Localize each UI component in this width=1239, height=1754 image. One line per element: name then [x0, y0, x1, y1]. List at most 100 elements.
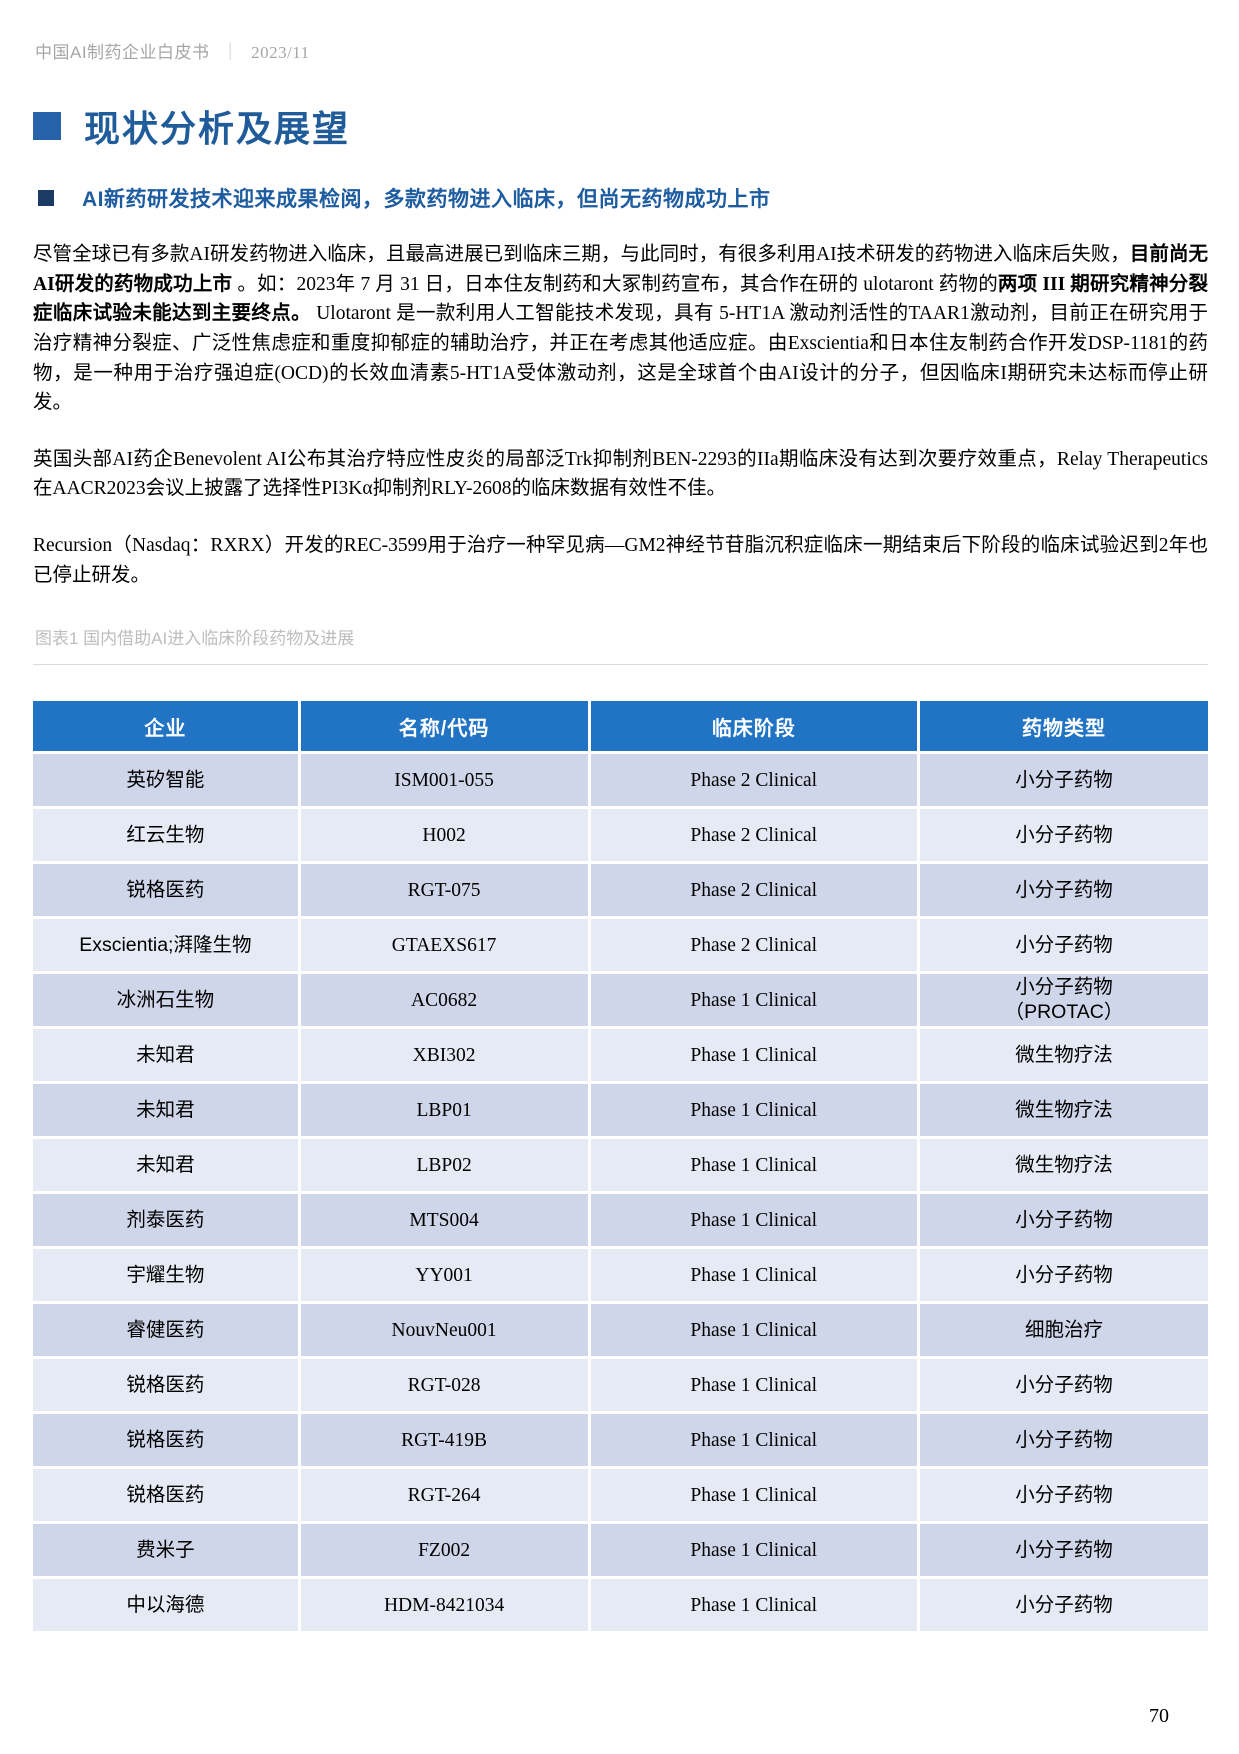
- phase-cell: Phase 1 Clinical: [590, 1249, 917, 1302]
- type-cell: 细胞治疗: [919, 1304, 1208, 1357]
- phase-cell: Phase 1 Clinical: [590, 1359, 917, 1412]
- text-segment: 英国头部AI药企Benevolent AI公布其治疗特应性皮炎的局部泛Trk抑制…: [33, 448, 1208, 500]
- paragraph: Recursion（Nasdaq：RXRX）开发的REC-3599用于治疗一种罕…: [33, 531, 1208, 590]
- code-cell: GTAEXS617: [300, 919, 588, 972]
- text-segment: Ulotaront 是一款利用人工智能技术发现，具有 5-HT1A 激动剂活性的…: [33, 303, 1208, 414]
- company-cell: 锐格医药: [33, 1469, 298, 1522]
- clinical-drugs-table: 企业 名称/代码 临床阶段 药物类型 英矽智能 ISM001-055 Phase 2 Cl…: [30, 698, 1211, 1634]
- table-row: 中以海德 HDM-8421034 Phase 1 Clinical 小分子药物: [33, 1579, 1208, 1632]
- table-row: 未知君 XBI302 Phase 1 Clinical 微生物疗法: [33, 1029, 1208, 1082]
- sub-heading: AI新药研发技术迎来成果检阅，多款药物进入临床，但尚无药物成功上市: [82, 188, 771, 211]
- company-cell: 睿健医药: [33, 1304, 298, 1357]
- code-cell: RGT-028: [300, 1359, 588, 1412]
- code-cell: YY001: [300, 1249, 588, 1302]
- table-row: 未知君 LBP02 Phase 1 Clinical 微生物疗法: [33, 1139, 1208, 1192]
- table-row: 睿健医药 NouvNeu001 Phase 1 Clinical 细胞治疗: [33, 1304, 1208, 1357]
- phase-cell: Phase 1 Clinical: [590, 1084, 917, 1137]
- title-square-icon: [33, 112, 61, 140]
- phase-cell: Phase 2 Clinical: [590, 809, 917, 862]
- company-cell: 未知君: [33, 1029, 298, 1082]
- table-row: 锐格医药 RGT-264 Phase 1 Clinical 小分子药物: [33, 1469, 1208, 1522]
- phase-cell: Phase 1 Clinical: [590, 1469, 917, 1522]
- column-header-code: 名称/代码: [300, 701, 588, 752]
- type-cell: 小分子药物: [919, 1194, 1208, 1247]
- text-segment: Recursion（Nasdaq：RXRX）开发的REC-3599用于治疗一种罕…: [33, 535, 1208, 586]
- phase-cell: Phase 1 Clinical: [590, 1579, 917, 1632]
- company-cell: 英矽智能: [33, 754, 298, 807]
- code-cell: LBP02: [300, 1139, 588, 1192]
- paragraph: 英国头部AI药企Benevolent AI公布其治疗特应性皮炎的局部泛Trk抑制…: [33, 445, 1208, 504]
- sub-heading-square-icon: [38, 190, 54, 206]
- company-cell: 费米子: [33, 1524, 298, 1577]
- type-cell: 微生物疗法: [919, 1139, 1208, 1192]
- phase-cell: Phase 2 Clinical: [590, 919, 917, 972]
- phase-cell: Phase 1 Clinical: [590, 1304, 917, 1357]
- bold-text-segment: 两项 III 期研究精神分裂症临床试验未能达到主要终点。: [33, 273, 1208, 325]
- column-header-company: 企业: [33, 701, 298, 752]
- type-cell: 微生物疗法: [919, 1029, 1208, 1082]
- type-cell: 小分子药物: [919, 1524, 1208, 1577]
- text-segment: 。如：2023年 7 月 31 日，日本住友制药和大冢制药宣布，其合作在研的 u…: [232, 273, 998, 295]
- section-title-row: 现状分析及展望: [33, 100, 1239, 152]
- page-number: 70: [1149, 1705, 1169, 1727]
- table-row: 剂泰医药 MTS004 Phase 1 Clinical 小分子药物: [33, 1194, 1208, 1247]
- table-row: 锐格医药 RGT-028 Phase 1 Clinical 小分子药物: [33, 1359, 1208, 1412]
- company-cell: 冰洲石生物: [33, 974, 298, 1027]
- company-cell: 红云生物: [33, 809, 298, 862]
- code-cell: ISM001-055: [300, 754, 588, 807]
- table-row: Exscientia;湃隆生物 GTAEXS617 Phase 2 Clinical…: [33, 919, 1208, 972]
- company-cell: 锐格医药: [33, 1414, 298, 1467]
- code-cell: FZ002: [300, 1524, 588, 1577]
- table-body: 英矽智能 ISM001-055 Phase 2 Clinical 小分子药物 红云生物 H…: [33, 754, 1208, 1632]
- figure-caption: 图表1 国内借助AI进入临床阶段药物及进展: [35, 629, 355, 649]
- column-header-type: 药物类型: [919, 701, 1208, 752]
- phase-cell: Phase 1 Clinical: [590, 1139, 917, 1192]
- phase-cell: Phase 1 Clinical: [590, 1414, 917, 1467]
- phase-cell: Phase 2 Clinical: [590, 864, 917, 917]
- company-cell: 锐格医药: [33, 864, 298, 917]
- type-cell: 小分子药物: [919, 1469, 1208, 1522]
- type-cell: 微生物疗法: [919, 1084, 1208, 1137]
- type-cell: 小分子药物: [919, 1249, 1208, 1302]
- document-title: 中国AI制药企业白皮书: [35, 43, 210, 62]
- code-cell: MTS004: [300, 1194, 588, 1247]
- code-cell: LBP01: [300, 1084, 588, 1137]
- phase-cell: Phase 1 Clinical: [590, 1194, 917, 1247]
- table-row: 锐格医药 RGT-075 Phase 2 Clinical 小分子药物: [33, 864, 1208, 917]
- code-cell: AC0682: [300, 974, 588, 1027]
- type-cell: 小分子药物: [919, 1414, 1208, 1467]
- type-cell: 小分子药物: [919, 754, 1208, 807]
- company-cell: 未知君: [33, 1084, 298, 1137]
- type-cell: 小分子药物: [919, 1579, 1208, 1632]
- bold-text-segment: 目前尚无AI研发的药物成功上市: [33, 244, 1208, 295]
- type-cell: 小分子药物: [919, 919, 1208, 972]
- column-header-phase: 临床阶段: [590, 701, 917, 752]
- phase-cell: Phase 1 Clinical: [590, 1029, 917, 1082]
- paragraph: 尽管全球已有多款AI研发药物进入临床，且最高进展已到临床三期，与此同时，有很多利…: [33, 240, 1208, 418]
- phase-cell: Phase 1 Clinical: [590, 1524, 917, 1577]
- code-cell: NouvNeu001: [300, 1304, 588, 1357]
- table-row: 费米子 FZ002 Phase 1 Clinical 小分子药物: [33, 1524, 1208, 1577]
- code-cell: XBI302: [300, 1029, 588, 1082]
- code-cell: RGT-075: [300, 864, 588, 917]
- code-cell: H002: [300, 809, 588, 862]
- sub-heading-row: AI新药研发技术迎来成果检阅，多款药物进入临床，但尚无药物成功上市: [38, 183, 1239, 213]
- company-cell: 剂泰医药: [33, 1194, 298, 1247]
- company-cell: 中以海德: [33, 1579, 298, 1632]
- code-cell: RGT-419B: [300, 1414, 588, 1467]
- table-row: 锐格医药 RGT-419B Phase 1 Clinical 小分子药物: [33, 1414, 1208, 1467]
- company-cell: 未知君: [33, 1139, 298, 1192]
- table-wrapper: 企业 名称/代码 临床阶段 药物类型 英矽智能 ISM001-055 Phase 2 Cl…: [30, 698, 1211, 1634]
- company-cell: Exscientia;湃隆生物: [33, 919, 298, 972]
- document-date: 2023/11: [251, 43, 310, 62]
- company-cell: 宇耀生物: [33, 1249, 298, 1302]
- table-row: 宇耀生物 YY001 Phase 1 Clinical 小分子药物: [33, 1249, 1208, 1302]
- caption-divider: [33, 664, 1208, 666]
- table-row: 红云生物 H002 Phase 2 Clinical 小分子药物: [33, 809, 1208, 862]
- code-cell: HDM-8421034: [300, 1579, 588, 1632]
- table-row: 冰洲石生物 AC0682 Phase 1 Clinical 小分子药物 （PROTAC…: [33, 974, 1208, 1027]
- type-cell: 小分子药物: [919, 1359, 1208, 1412]
- header-separator: ｜: [221, 43, 240, 62]
- table-header-row: 企业 名称/代码 临床阶段 药物类型: [33, 701, 1208, 752]
